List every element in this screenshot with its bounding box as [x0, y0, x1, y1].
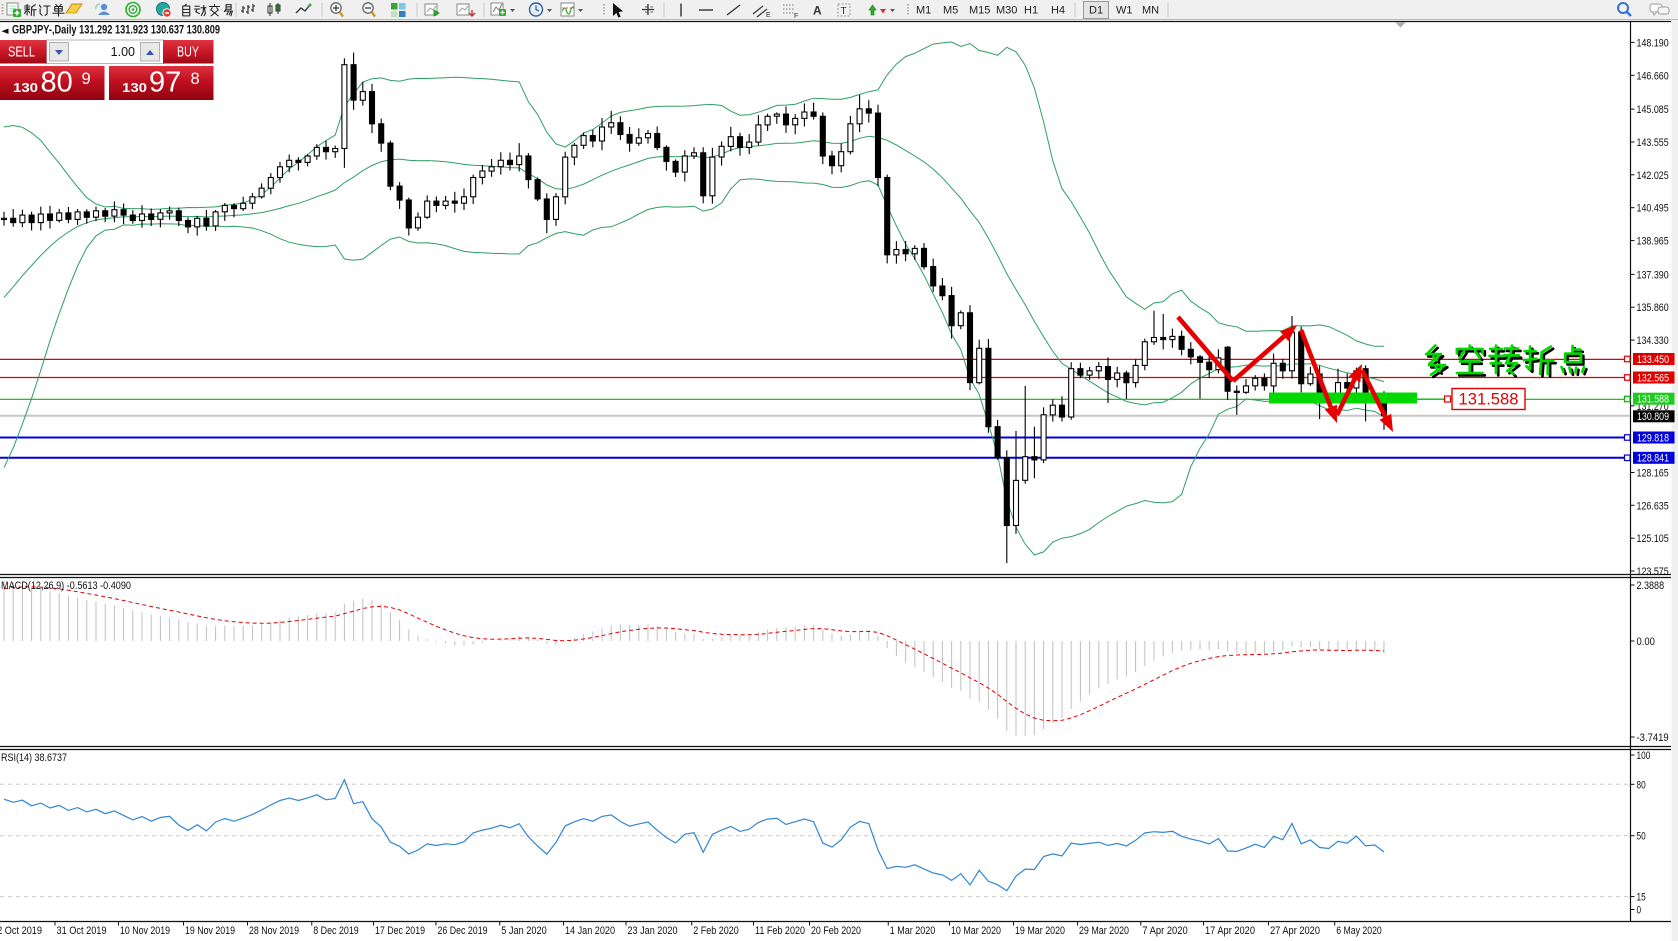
- svg-text:10 Mar 2020: 10 Mar 2020: [951, 925, 1001, 937]
- svg-text:2.3888: 2.3888: [1637, 580, 1665, 592]
- svg-text:2 Feb 2020: 2 Feb 2020: [693, 925, 739, 937]
- svg-text:28 Nov 2019: 28 Nov 2019: [249, 925, 299, 937]
- svg-text:26 Dec 2019: 26 Dec 2019: [437, 925, 487, 937]
- svg-text:23 Jan 2020: 23 Jan 2020: [627, 925, 677, 937]
- svg-text:14 Jan 2020: 14 Jan 2020: [565, 925, 615, 937]
- svg-text:6 May 2020: 6 May 2020: [1336, 925, 1382, 937]
- svg-text:140.495: 140.495: [1637, 203, 1669, 215]
- svg-text:5 Jan 2020: 5 Jan 2020: [501, 925, 547, 937]
- svg-text:H4: H4: [1051, 5, 1065, 17]
- svg-text:1.00: 1.00: [111, 45, 135, 59]
- svg-text:19 Mar 2020: 19 Mar 2020: [1015, 925, 1065, 937]
- svg-text:27 Apr 2020: 27 Apr 2020: [1270, 925, 1320, 937]
- svg-text:8: 8: [191, 70, 200, 88]
- svg-text:MN: MN: [1142, 5, 1159, 17]
- svg-text:125.105: 125.105: [1637, 533, 1669, 545]
- svg-text:GBPJPY-,Daily 131.292 131.923: GBPJPY-,Daily 131.292 131.923 130.637 13…: [12, 23, 220, 37]
- svg-text:11 Feb 2020: 11 Feb 2020: [755, 925, 805, 937]
- svg-text:128.841: 128.841: [1637, 453, 1669, 465]
- svg-text:MACD(12,26,9) -0.5613 -0.4090: MACD(12,26,9) -0.5613 -0.4090: [1, 580, 131, 592]
- svg-text:131.588: 131.588: [1637, 394, 1669, 406]
- svg-text:80: 80: [1637, 779, 1646, 791]
- svg-text:RSI(14) 38.6737: RSI(14) 38.6737: [1, 752, 67, 764]
- svg-text:17 Dec 2019: 17 Dec 2019: [375, 925, 425, 937]
- svg-text:-3.7419: -3.7419: [1637, 732, 1669, 744]
- svg-text:E: E: [766, 12, 771, 19]
- svg-text:123.575: 123.575: [1637, 566, 1669, 578]
- svg-text:142.025: 142.025: [1637, 170, 1669, 182]
- svg-text:130.809: 130.809: [1637, 411, 1669, 423]
- svg-text:T: T: [841, 6, 847, 17]
- svg-text:50: 50: [1637, 831, 1646, 843]
- svg-text:133.450: 133.450: [1637, 354, 1669, 366]
- svg-text:132.565: 132.565: [1637, 372, 1669, 384]
- svg-text:SELL: SELL: [8, 44, 35, 61]
- svg-text:138.965: 138.965: [1637, 236, 1669, 248]
- svg-text:135.860: 135.860: [1637, 302, 1669, 314]
- svg-text:143.555: 143.555: [1637, 137, 1669, 149]
- svg-text:M5: M5: [943, 5, 958, 17]
- svg-text:130: 130: [13, 81, 38, 95]
- svg-text:M30: M30: [996, 5, 1017, 17]
- svg-text:M15: M15: [969, 5, 990, 17]
- svg-text:0.00: 0.00: [1637, 636, 1655, 648]
- svg-text:148.190: 148.190: [1637, 37, 1669, 49]
- svg-text:29 Mar 2020: 29 Mar 2020: [1079, 925, 1129, 937]
- svg-text:15: 15: [1637, 892, 1646, 904]
- svg-text:100: 100: [1637, 750, 1651, 762]
- svg-text:17 Apr 2020: 17 Apr 2020: [1205, 925, 1255, 937]
- svg-text:0: 0: [1637, 905, 1642, 917]
- svg-text:10 Nov 2019: 10 Nov 2019: [120, 925, 170, 937]
- svg-text:130: 130: [122, 81, 147, 95]
- svg-text:7 Apr 2020: 7 Apr 2020: [1142, 925, 1188, 937]
- svg-text:F: F: [794, 13, 798, 20]
- svg-text:1 Mar 2020: 1 Mar 2020: [890, 925, 936, 937]
- svg-text:146.660: 146.660: [1637, 70, 1669, 82]
- svg-text:BUY: BUY: [177, 44, 199, 61]
- svg-text:19 Nov 2019: 19 Nov 2019: [185, 925, 235, 937]
- svg-text:31 Oct 2019: 31 Oct 2019: [56, 925, 106, 937]
- svg-text:H1: H1: [1024, 5, 1038, 17]
- svg-text:145.085: 145.085: [1637, 104, 1669, 116]
- svg-text:80: 80: [41, 67, 73, 99]
- svg-text:M1: M1: [916, 5, 931, 17]
- svg-text:8 Dec 2019: 8 Dec 2019: [313, 925, 359, 937]
- svg-text:129.818: 129.818: [1637, 432, 1669, 444]
- svg-text:W1: W1: [1116, 5, 1133, 17]
- svg-text:20 Feb 2020: 20 Feb 2020: [811, 925, 861, 937]
- svg-text:97: 97: [149, 67, 181, 99]
- svg-text:126.635: 126.635: [1637, 500, 1669, 512]
- svg-text:128.165: 128.165: [1637, 468, 1669, 480]
- svg-text:D1: D1: [1089, 5, 1103, 17]
- svg-text:134.330: 134.330: [1637, 335, 1669, 347]
- svg-text:137.390: 137.390: [1637, 269, 1669, 281]
- svg-text:22 Oct 2019: 22 Oct 2019: [0, 925, 42, 937]
- svg-text:131.588: 131.588: [1459, 390, 1519, 409]
- svg-text:9: 9: [82, 70, 91, 88]
- svg-text:A: A: [813, 4, 822, 18]
